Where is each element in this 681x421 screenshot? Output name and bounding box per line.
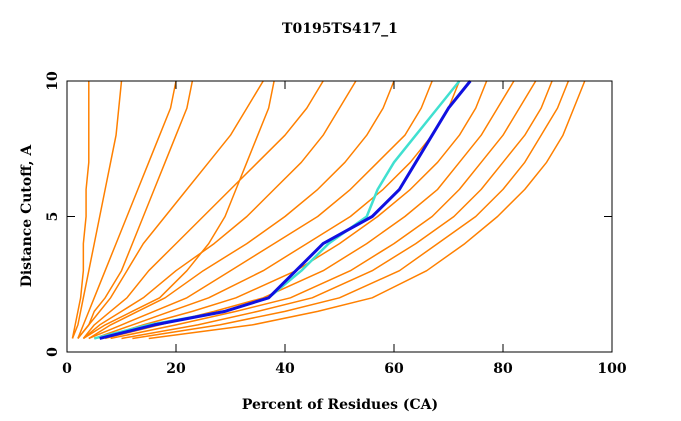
series-line: [93, 80, 461, 340]
series-line: [77, 80, 194, 339]
series-line: [93, 80, 461, 340]
y-tick-label: 0: [45, 347, 61, 357]
x-tick-label: 20: [166, 361, 186, 377]
series-line: [71, 81, 90, 339]
x-axis-label: Percent of Residues (CA): [242, 397, 438, 413]
y-tick-label: 10: [45, 71, 61, 91]
series-line: [121, 80, 553, 340]
y-tick-label: 5: [45, 212, 61, 222]
x-tick-label: 0: [62, 361, 72, 377]
plot-frame: [66, 80, 613, 353]
series-line: [88, 80, 433, 340]
x-tick-label: 80: [493, 361, 513, 377]
series-line: [77, 80, 264, 339]
series-line: [82, 80, 275, 340]
series-line: [88, 80, 395, 340]
chart-title: T0195TS417_1: [282, 21, 398, 37]
x-tick-label: 100: [597, 361, 626, 377]
series-line: [110, 80, 537, 340]
lines: [71, 80, 586, 340]
series-line: [77, 80, 177, 339]
series-line: [71, 80, 123, 339]
series-line: [82, 80, 324, 339]
series-line: [148, 80, 586, 340]
series-line: [104, 80, 515, 340]
series-line: [132, 80, 570, 340]
series-line: [82, 80, 357, 340]
x-tick-label: 40: [275, 361, 295, 377]
series-line: [99, 80, 488, 340]
series-line: [99, 80, 472, 340]
y-axis-label: Distance Cutoff, A: [19, 144, 35, 288]
x-tick-label: 60: [384, 361, 404, 377]
